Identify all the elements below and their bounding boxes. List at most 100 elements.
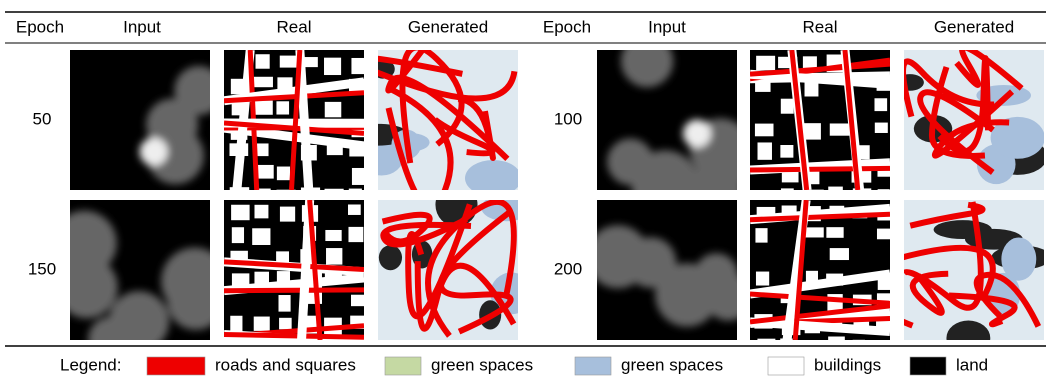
building [875,123,888,133]
building [756,56,775,71]
building [279,318,292,329]
building [252,228,270,245]
legend-text: green spaces [621,355,723,374]
building [231,79,243,94]
input-blob [694,253,738,297]
image-panel [52,200,228,362]
legend-text: roads and squares [215,355,356,374]
building [826,227,843,238]
building [278,295,290,312]
image-panel [350,47,521,207]
image-panel [896,47,1047,190]
image-panel [750,50,896,207]
building [326,248,342,265]
road [750,168,890,170]
input-blob [52,211,117,276]
building [803,56,817,68]
building [325,189,344,199]
building [877,229,891,240]
building [756,272,769,286]
legend-swatch [385,357,421,375]
column-header: Input [648,17,686,36]
gen-blob [379,245,402,270]
building [254,317,270,331]
legend-text: land [956,355,988,374]
input-blob [607,139,653,185]
road [224,335,364,338]
gen-blob [465,160,521,196]
building [254,205,268,219]
building [780,145,793,158]
image-content [350,47,521,207]
building [781,99,794,114]
legend-swatch [575,357,611,375]
image-content [224,50,371,207]
epoch-label: 150 [28,259,56,278]
building [351,295,370,306]
building [280,56,298,68]
building [804,123,821,139]
image-content [597,35,755,218]
building [828,187,843,201]
building [758,142,772,159]
building [351,58,371,74]
building [254,272,269,284]
building [830,123,850,135]
legend-swatch [768,357,804,375]
image-content [378,183,532,340]
input-peak [683,120,711,148]
building [805,190,824,202]
building [780,338,793,351]
building [276,101,289,114]
image-panel [586,200,752,340]
column-header: Generated [934,17,1014,36]
building [781,188,794,198]
building [805,227,824,237]
epoch-label: 50 [33,109,52,128]
column-header: Real [277,17,312,36]
image-panel [378,183,532,340]
legend-text: green spaces [431,355,533,374]
building [254,77,273,87]
panels [52,35,1051,362]
column-header: Epoch [16,17,64,36]
column-header: Real [803,17,838,36]
image-panel [224,50,371,207]
image-panel [750,200,896,355]
image-content [750,200,896,355]
building [755,228,767,242]
building [256,54,270,68]
gen-blob [946,321,990,356]
building [348,204,361,214]
input-blob [586,225,649,288]
building [757,339,775,356]
figure: EpochInputRealGeneratedEpochInputRealGen… [0,0,1051,379]
building [231,205,249,220]
building [324,58,341,75]
input-blob [706,136,755,185]
image-panel [224,200,370,355]
image-content [224,200,370,355]
legend-label: Legend: [60,355,121,374]
column-header: Generated [408,17,488,36]
building [304,57,318,67]
building [348,227,363,242]
building [302,339,315,350]
input-peak [140,138,168,166]
gen-blob [896,74,924,91]
building [230,316,242,333]
legend-swatch [910,357,946,375]
building [327,339,341,354]
building [755,124,774,137]
image-content [70,50,223,190]
road [224,290,364,291]
column-header: Epoch [543,17,591,36]
building [325,230,341,241]
building [830,248,849,260]
building [277,167,290,181]
building [352,168,369,185]
image-content [52,200,228,362]
building [280,207,295,222]
building [853,188,871,199]
legend-swatch [147,357,205,375]
